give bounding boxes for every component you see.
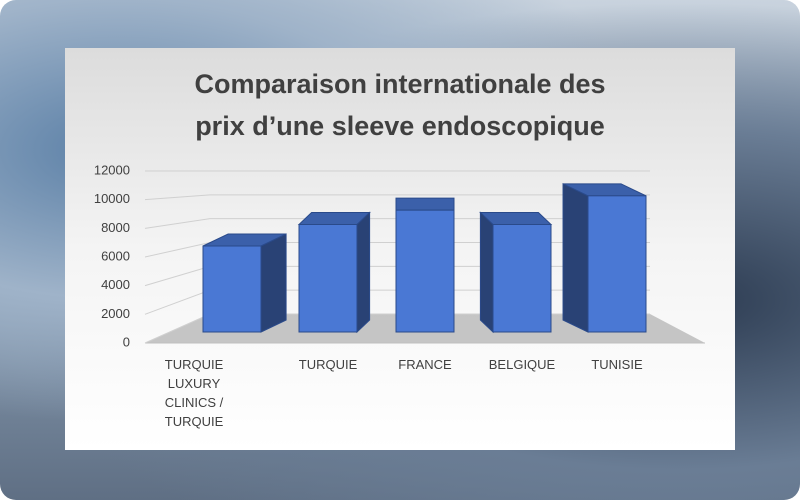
- bar-top: [395, 197, 455, 211]
- bar: [395, 209, 455, 333]
- x-tick-label: TURQUIE LUXURY CLINICS / TURQUIE: [164, 357, 224, 429]
- bar: [202, 245, 262, 333]
- y-tick-label: 12000: [94, 162, 130, 177]
- bar-top: [297, 212, 371, 225]
- bar: [298, 224, 358, 333]
- grid-line: [144, 194, 650, 201]
- bar-side: [562, 183, 589, 333]
- bar: [587, 195, 647, 333]
- chart-title: Comparaison internationale des: [194, 69, 605, 99]
- x-tick-label: TURQUIE: [298, 357, 358, 372]
- y-tick-label: 10000: [94, 191, 130, 206]
- y-tick-label: 0: [123, 334, 130, 349]
- x-tick-label: TUNISIE: [591, 357, 643, 372]
- bar-top: [479, 212, 553, 225]
- y-tick-label: 6000: [101, 248, 130, 263]
- bar-side: [260, 233, 287, 333]
- y-tick-label: 4000: [101, 277, 130, 292]
- x-tick-label: BELGIQUE: [488, 357, 556, 372]
- bar-side: [356, 211, 371, 334]
- y-tick-label: 8000: [101, 220, 130, 235]
- x-tick-label: FRANCE: [398, 357, 452, 372]
- bar: [492, 224, 552, 333]
- bar-side: [479, 211, 494, 334]
- chart-title: prix d’une sleeve endoscopique: [195, 111, 605, 141]
- y-tick-label: 2000: [101, 306, 130, 321]
